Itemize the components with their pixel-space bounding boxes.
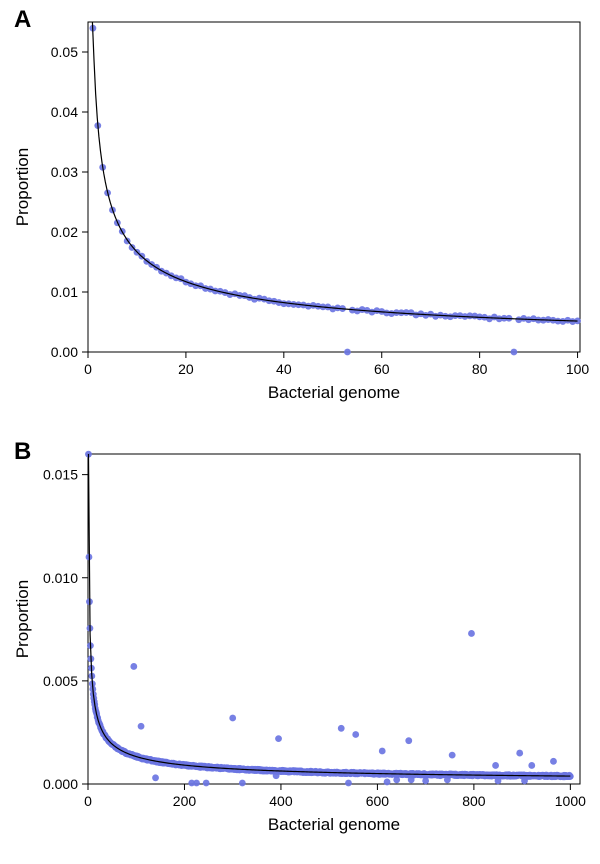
plot-box: [88, 22, 580, 352]
y-tick-label: 0.04: [51, 104, 78, 120]
data-point: [275, 735, 282, 742]
data-point: [273, 772, 280, 779]
figure-container: A0204060801000.000.010.020.030.040.05Bac…: [0, 0, 600, 864]
x-tick-label: 400: [269, 793, 293, 809]
data-point: [138, 723, 145, 730]
x-axis-label: Bacterial genome: [268, 383, 400, 402]
data-point: [444, 776, 451, 783]
y-tick-label: 0.02: [51, 224, 78, 240]
data-point: [393, 776, 400, 783]
x-tick-label: 100: [566, 361, 590, 377]
data-point: [379, 748, 386, 755]
data-point: [193, 780, 200, 787]
x-tick-label: 40: [276, 361, 292, 377]
data-point: [203, 780, 210, 787]
data-point: [449, 752, 456, 759]
data-point: [492, 762, 499, 769]
y-axis-label: Proportion: [13, 148, 32, 226]
x-axis-label: Bacterial genome: [268, 815, 400, 834]
y-tick-label: 0.015: [43, 467, 78, 483]
data-point: [229, 715, 236, 722]
y-axis-label: Proportion: [13, 580, 32, 658]
data-point: [528, 762, 535, 769]
y-tick-label: 0.000: [43, 776, 78, 792]
y-tick-label: 0.05: [51, 44, 78, 60]
x-tick-label: 60: [374, 361, 390, 377]
x-tick-label: 0: [84, 361, 92, 377]
data-point: [495, 778, 502, 785]
x-tick-label: 20: [178, 361, 194, 377]
fitted-curve: [88, 454, 570, 776]
x-tick-label: 800: [462, 793, 486, 809]
data-point: [338, 725, 345, 732]
y-tick-label: 0.03: [51, 164, 78, 180]
data-point: [550, 758, 557, 765]
data-point: [422, 778, 429, 785]
x-tick-label: 200: [173, 793, 197, 809]
data-point: [384, 779, 391, 786]
data-point: [521, 778, 528, 785]
data-point: [352, 731, 359, 738]
y-tick-label: 0.010: [43, 570, 78, 586]
data-point: [516, 750, 523, 757]
data-point: [345, 780, 352, 787]
data-point: [152, 774, 159, 781]
data-point: [468, 630, 475, 637]
x-tick-label: 80: [472, 361, 488, 377]
data-point: [344, 349, 351, 356]
data-point: [130, 663, 137, 670]
data-point: [511, 349, 518, 356]
x-tick-label: 1000: [555, 793, 586, 809]
panel-a-chart: 0 20 40 60 80 100 0.00 0.01 0.02 0.03 0.04 0.05 Bact…: [0, 0, 600, 432]
plot-box: [88, 454, 580, 784]
y-tick-label: 0.005: [43, 673, 78, 689]
data-point: [405, 737, 412, 744]
y-tick-label: 0.01: [51, 284, 78, 300]
data-point: [408, 776, 415, 783]
y-tick-label: 0.00: [51, 344, 78, 360]
data-point: [437, 772, 444, 779]
data-point: [239, 780, 246, 787]
x-tick-label: 600: [366, 793, 390, 809]
panel-b-chart: 0 200 400 600 800 1000 0.000 0.005 0.010 0.015 Bac…: [0, 432, 600, 864]
x-tick-label: 0: [84, 793, 92, 809]
